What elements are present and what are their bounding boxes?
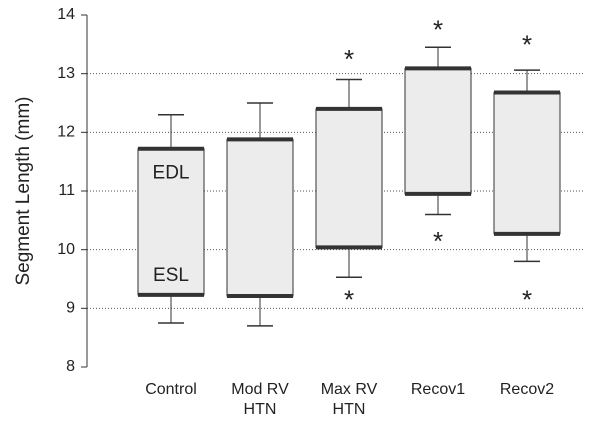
y-tick-label: 14	[57, 6, 75, 23]
y-tick-label: 10	[57, 241, 75, 258]
box	[404, 67, 472, 195]
y-tick-label: 9	[66, 300, 75, 317]
y-tick-label: 8	[66, 358, 75, 375]
x-tick-label: Mod RV HTN	[231, 381, 289, 418]
x-tick-label: Control	[145, 381, 197, 398]
annotation: EDL	[153, 162, 190, 183]
y-tick-label: 12	[57, 124, 75, 141]
annotation: ESL	[153, 265, 189, 286]
y-tick-label: 11	[58, 182, 75, 199]
annotation: *	[522, 284, 532, 314]
box	[493, 91, 561, 235]
x-tick-label: Recov2	[499, 381, 555, 398]
y-axis-title: Segment Length (mm)	[13, 96, 34, 285]
annotation: *	[522, 29, 532, 59]
y-tick-label: 13	[57, 65, 75, 82]
x-tick-label: Max RV HTN	[320, 381, 378, 418]
box	[315, 108, 383, 248]
annotation: *	[344, 44, 354, 74]
annotation: *	[433, 15, 443, 45]
annotation: *	[433, 226, 443, 256]
annotation: *	[344, 284, 354, 314]
box	[226, 138, 294, 297]
x-tick-label: Recov1	[410, 381, 466, 398]
